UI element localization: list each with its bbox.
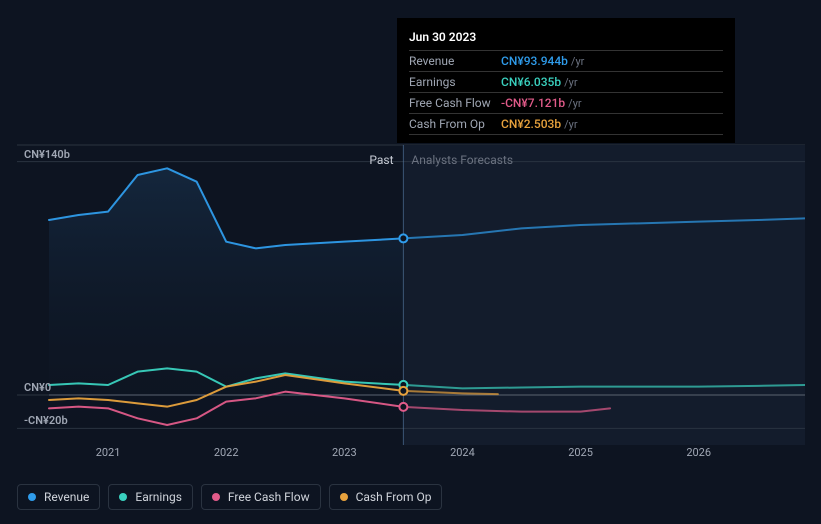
- x-axis-label: 2025: [568, 446, 593, 459]
- legend-item[interactable]: Free Cash Flow: [201, 484, 321, 510]
- tooltip-metric-value: CN¥93.944b: [501, 54, 568, 68]
- tooltip-metric-label: Cash From Op: [409, 117, 501, 131]
- legend-label: Free Cash Flow: [228, 490, 310, 504]
- y-axis-label: -CN¥20b: [24, 414, 68, 427]
- legend-dot: [212, 493, 220, 501]
- x-axis-label: 2026: [686, 446, 711, 459]
- x-axis-label: 2023: [332, 446, 357, 459]
- tooltip-row: EarningsCN¥6.035b/yr: [409, 72, 723, 93]
- legend-item[interactable]: Cash From Op: [329, 484, 443, 510]
- legend-item[interactable]: Revenue: [17, 484, 100, 510]
- tooltip-date: Jun 30 2023: [409, 26, 723, 51]
- tooltip-row: RevenueCN¥93.944b/yr: [409, 51, 723, 72]
- tooltip-suffix: /yr: [568, 97, 581, 110]
- legend-dot: [28, 493, 36, 501]
- x-axis-label: 2021: [96, 446, 121, 459]
- x-axis-label: 2022: [214, 446, 239, 459]
- tooltip: Jun 30 2023 RevenueCN¥93.944b/yrEarnings…: [397, 18, 735, 143]
- tooltip-row: Free Cash Flow-CN¥7.121b/yr: [409, 93, 723, 114]
- legend-label: Cash From Op: [356, 490, 432, 504]
- forecast-label: Analysts Forecasts: [411, 153, 513, 167]
- legend-dot: [119, 493, 127, 501]
- tooltip-metric-value: CN¥6.035b: [501, 75, 561, 89]
- tooltip-metric-label: Revenue: [409, 54, 501, 68]
- legend: Revenue Earnings Free Cash Flow Cash From O…: [17, 484, 442, 510]
- legend-item[interactable]: Earnings: [108, 484, 193, 510]
- tooltip-suffix: /yr: [564, 76, 577, 89]
- tooltip-suffix: /yr: [564, 118, 577, 131]
- y-axis-label: CN¥0: [24, 381, 51, 394]
- chart[interactable]: Past Analysts Forecasts CN¥140b CN¥0 -CN¥2…: [17, 125, 805, 485]
- x-axis-label: 2024: [450, 446, 475, 459]
- y-axis-label: CN¥140b: [24, 148, 70, 161]
- tooltip-metric-label: Free Cash Flow: [409, 96, 501, 110]
- tooltip-metric-label: Earnings: [409, 75, 501, 89]
- legend-dot: [340, 493, 348, 501]
- tooltip-suffix: /yr: [571, 55, 584, 68]
- past-label: Past: [369, 153, 393, 167]
- legend-label: Earnings: [135, 490, 182, 504]
- legend-label: Revenue: [44, 490, 89, 504]
- tooltip-row: Cash From OpCN¥2.503b/yr: [409, 114, 723, 135]
- tooltip-metric-value: -CN¥7.121b: [501, 96, 565, 110]
- tooltip-metric-value: CN¥2.503b: [501, 117, 561, 131]
